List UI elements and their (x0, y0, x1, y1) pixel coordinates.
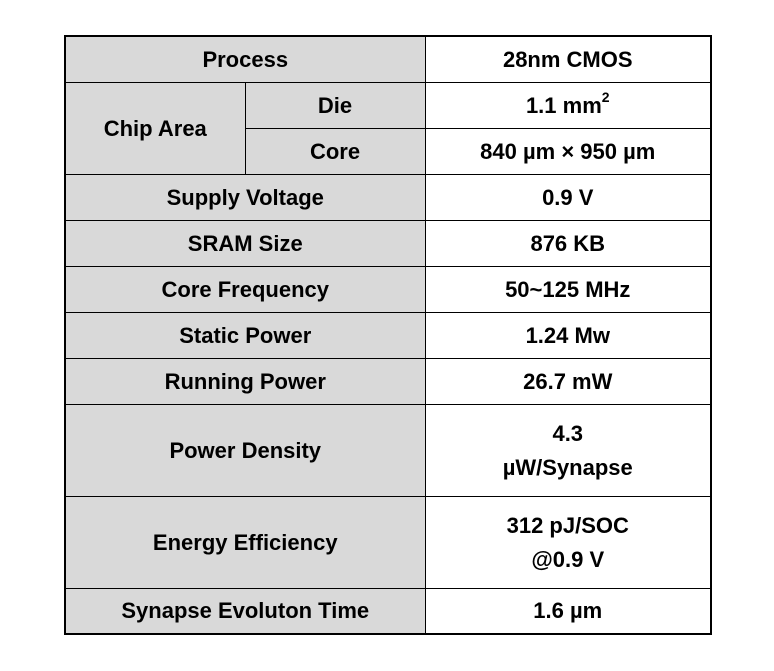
energy-efficiency-value: 312 pJ/SOC @0.9 V (424, 496, 712, 589)
static-power-label: Static Power (64, 312, 426, 359)
core-frequency-label: Core Frequency (64, 266, 426, 313)
table-row-sram-size: SRAM Size 876 KB (64, 220, 712, 267)
table-row-energy-efficiency: Energy Efficiency 312 pJ/SOC @0.9 V (64, 496, 712, 589)
core-label: Core (244, 128, 426, 175)
table-row-supply-voltage: Supply Voltage 0.9 V (64, 174, 712, 221)
synapse-evolution-time-value: 1.6 µm (424, 588, 712, 635)
die-value-superscript: 2 (601, 89, 610, 106)
energy-efficiency-value-line1: 312 pJ/SOC (506, 512, 629, 538)
table-row-static-power: Static Power 1.24 Mw (64, 312, 712, 359)
die-value-text: 1.1 mm (525, 92, 602, 118)
table-row-chip-area-core: Core 840 µm × 950 µm (65, 128, 712, 175)
die-label: Die (244, 82, 426, 129)
power-density-value: 4.3 µW/Synapse (424, 404, 712, 497)
power-density-value-line2: µW/Synapse (502, 454, 633, 480)
table-row-core-frequency: Core Frequency 50~125 MHz (64, 266, 712, 313)
spec-table: Process 28nm CMOS Chip Area Die 1.1 mm2 … (64, 35, 712, 635)
table-row-running-power: Running Power 26.7 mW (64, 358, 712, 405)
table-row-process: Process 28nm CMOS (64, 35, 712, 83)
table-row-chip-area-die: Chip Area Die 1.1 mm2 (64, 82, 712, 175)
process-label: Process (64, 35, 426, 83)
chip-area-label: Chip Area (64, 82, 246, 175)
static-power-value: 1.24 Mw (424, 312, 712, 359)
core-frequency-value: 50~125 MHz (424, 266, 712, 313)
core-value: 840 µm × 950 µm (424, 128, 712, 175)
table-row-synapse-evolution-time: Synapse Evoluton Time 1.6 µm (64, 588, 712, 635)
sram-size-value: 876 KB (424, 220, 712, 267)
die-value: 1.1 mm2 (424, 82, 712, 129)
process-value: 28nm CMOS (424, 35, 712, 83)
power-density-label: Power Density (64, 404, 426, 497)
supply-voltage-label: Supply Voltage (64, 174, 426, 221)
energy-efficiency-value-line2: @0.9 V (531, 546, 605, 572)
sram-size-label: SRAM Size (64, 220, 426, 267)
synapse-evolution-time-label: Synapse Evoluton Time (64, 588, 426, 635)
table-row-power-density: Power Density 4.3 µW/Synapse (64, 404, 712, 497)
energy-efficiency-label: Energy Efficiency (64, 496, 426, 589)
running-power-label: Running Power (64, 358, 426, 405)
power-density-value-line1: 4.3 (552, 420, 584, 446)
running-power-value: 26.7 mW (424, 358, 712, 405)
supply-voltage-value: 0.9 V (424, 174, 712, 221)
